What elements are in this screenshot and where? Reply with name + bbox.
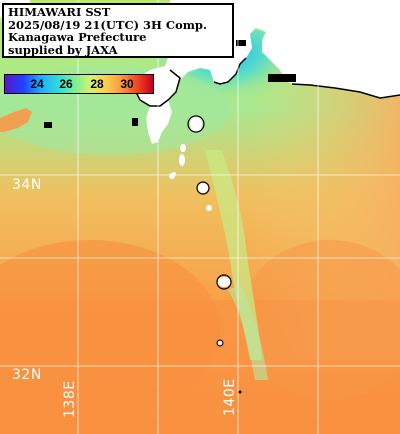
mikurajima <box>206 205 212 211</box>
title-box: HIMAWARI SST 2025/08/19 21(UTC) 3H Comp.… <box>2 3 234 58</box>
lat-label-34n: 34N <box>12 177 42 193</box>
legend-tick-26: 26 <box>59 77 72 91</box>
niijima <box>179 154 185 166</box>
title-region: Kanagawa Prefecture <box>8 31 232 44</box>
toshima <box>180 144 186 152</box>
lon-label-138e: 138E <box>62 380 78 418</box>
kozushima <box>169 173 175 179</box>
hachijojima <box>217 277 231 287</box>
mask-small-1 <box>236 40 246 46</box>
lon-label-140e: 140E <box>222 378 238 416</box>
mask-boso-tip <box>268 74 296 82</box>
miyakejima <box>198 183 208 193</box>
mask-small-3 <box>44 122 52 128</box>
legend-tick-30: 30 <box>120 77 133 91</box>
mask-small-2 <box>132 118 138 126</box>
color-legend: 24 26 28 30 <box>4 74 154 94</box>
legend-tick-28: 28 <box>90 77 103 91</box>
mask-dot <box>239 391 242 394</box>
oshima <box>190 116 202 132</box>
title-source: supplied by JAXA <box>8 44 232 57</box>
lat-label-32n: 32N <box>12 367 42 383</box>
legend-tick-24: 24 <box>30 77 43 91</box>
aogashima <box>218 341 222 345</box>
title-product: HIMAWARI SST <box>8 6 232 19</box>
